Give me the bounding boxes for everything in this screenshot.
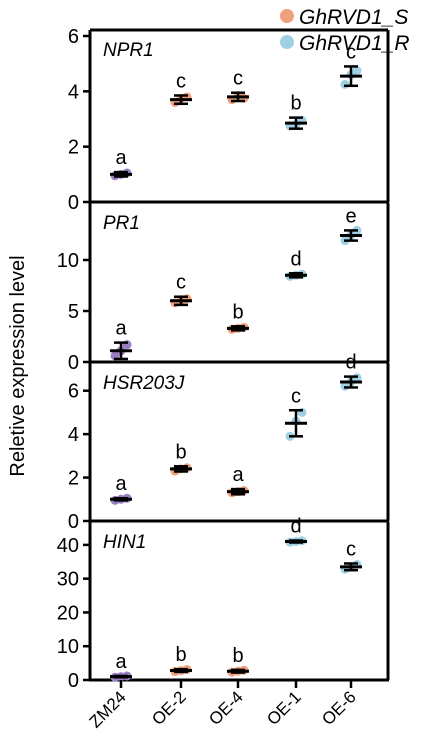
legend-marker: [280, 35, 294, 49]
significance-letter: c: [176, 272, 186, 294]
group-oe-4: b: [227, 301, 249, 334]
y-tick-label: 4: [68, 81, 79, 103]
y-tick-label: 5: [68, 301, 79, 323]
significance-letter: b: [175, 441, 186, 463]
panel-hsr203j: 0 2 4 6 HSR203J a b a c d: [68, 352, 390, 533]
group-oe-1: b: [285, 93, 307, 131]
x-tick-label: OE-4: [205, 687, 246, 728]
group-oe-6: c: [340, 41, 362, 89]
group-zm24: a: [110, 473, 132, 505]
significance-letter: c: [233, 68, 243, 90]
y-tick-label: 2: [68, 137, 79, 159]
legend-label: GhRVD1_S: [299, 6, 408, 29]
y-tick-label: 4: [68, 424, 79, 446]
y-tick-label: 0: [68, 511, 79, 533]
significance-letter: c: [346, 538, 356, 560]
gene-label: PR1: [103, 213, 140, 234]
panel-hin1: 0 10 20 30 40 HIN1 a b b d c: [57, 515, 390, 692]
y-tick-label: 2: [68, 468, 79, 490]
legend-marker: [280, 9, 294, 23]
y-tick-label: 10: [57, 636, 79, 658]
y-tick-label: 0: [68, 670, 79, 692]
significance-letter: c: [346, 41, 356, 63]
panel-pr1: 0 5 10 PR1 a c b d e: [57, 203, 390, 374]
x-tick-label: OE-6: [318, 687, 359, 728]
y-tick-label: 6: [68, 26, 79, 48]
group-oe-4: c: [227, 68, 249, 105]
x-tick-label: OE-1: [263, 687, 304, 728]
gene-label: HSR203J: [103, 373, 185, 394]
panel-npr1: 0 2 4 6 NPR1 a c c b c: [68, 26, 390, 214]
significance-letter: a: [115, 147, 127, 169]
x-tick-label: OE-2: [148, 687, 189, 728]
group-oe-2: c: [170, 272, 192, 308]
significance-letter: e: [345, 205, 356, 227]
significance-letter: c: [176, 70, 186, 92]
y-tick-label: 6: [68, 381, 79, 403]
significance-letter: b: [232, 301, 243, 323]
group-oe-6: e: [340, 205, 362, 246]
significance-letter: d: [290, 515, 301, 537]
group-oe-1: d: [285, 515, 307, 547]
group-oe-6: d: [340, 352, 362, 391]
significance-letter: c: [291, 385, 301, 407]
y-tick-label: 0: [68, 192, 79, 214]
y-tick-label: 20: [57, 602, 79, 624]
y-tick-label: 40: [57, 535, 79, 557]
significance-letter: d: [290, 248, 301, 270]
significance-letter: a: [232, 464, 244, 486]
legend-label: GhRVD1_R: [299, 32, 410, 55]
significance-letter: a: [115, 318, 127, 340]
group-oe-4: a: [227, 464, 249, 498]
legend: GhRVD1_S GhRVD1_R: [280, 6, 410, 55]
data-point: [352, 66, 362, 76]
gene-label: HIN1: [103, 532, 146, 553]
group-oe-6: c: [340, 538, 362, 574]
group-oe-2: c: [170, 70, 192, 107]
chart-panels: 0 2 4 6 NPR1 a c c b c 0 5 10 PR1 a c b d e 0 2 4 6 HSR203J a b a c…: [57, 26, 390, 692]
group-oe-1: d: [285, 248, 307, 281]
x-tick-label: ZM24: [86, 687, 130, 731]
significance-letter: a: [115, 651, 127, 673]
group-oe-4: b: [227, 645, 249, 677]
y-tick-label: 0: [68, 352, 79, 374]
group-oe-1: c: [285, 385, 307, 441]
y-axis-label: Reletive expression level: [7, 255, 29, 476]
gene-label: NPR1: [103, 40, 154, 61]
significance-letter: b: [232, 645, 243, 667]
group-oe-2: b: [170, 441, 192, 476]
data-point: [340, 79, 350, 89]
group-zm24: a: [110, 318, 132, 361]
x-axis: ZM24 OE-2 OE-4 OE-1 OE-6: [86, 680, 360, 732]
significance-letter: b: [175, 644, 186, 666]
group-zm24: a: [110, 147, 132, 181]
significance-letter: a: [115, 473, 127, 495]
significance-letter: d: [345, 352, 356, 374]
group-zm24: a: [110, 651, 132, 682]
y-tick-label: 30: [57, 569, 79, 591]
group-oe-2: b: [170, 644, 192, 677]
significance-letter: b: [290, 93, 301, 115]
y-tick-label: 10: [57, 250, 79, 272]
